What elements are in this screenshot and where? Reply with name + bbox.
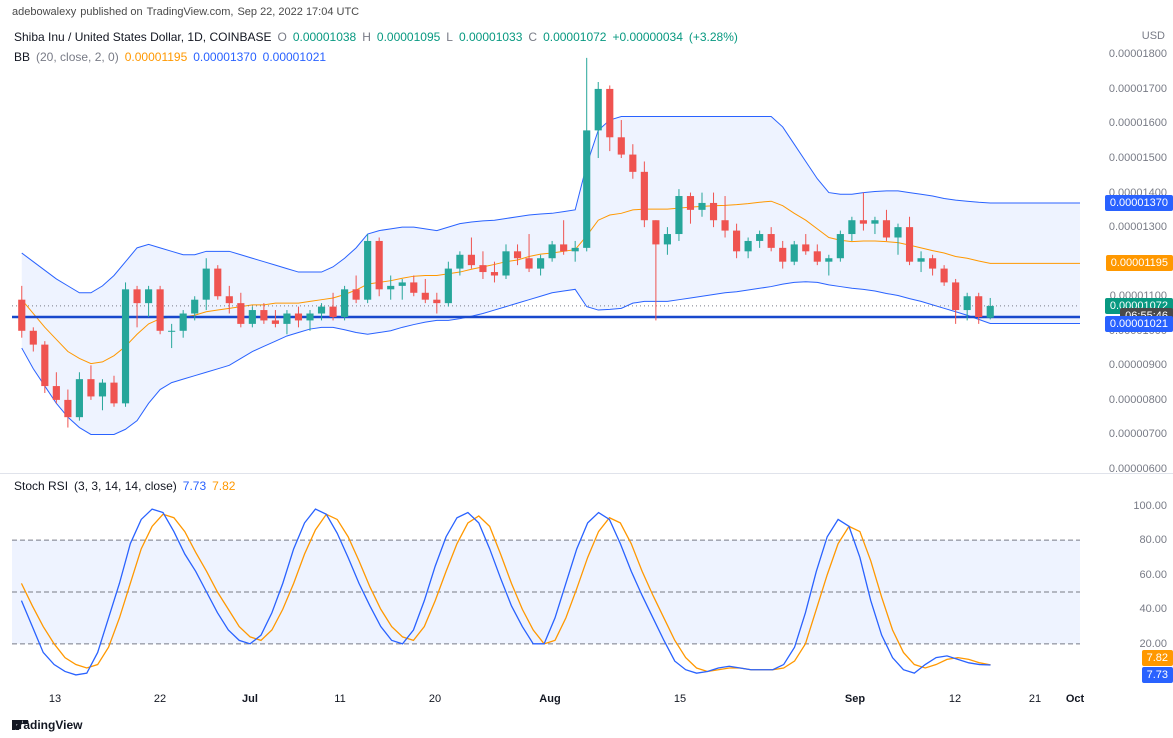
main-chart-svg xyxy=(12,44,1080,469)
price-axis-label: 0.00000900 xyxy=(1109,359,1167,371)
time-axis-label: 20 xyxy=(429,693,441,705)
time-axis-label: Oct xyxy=(1066,693,1084,705)
price-axis-label: 0.00001500 xyxy=(1109,152,1167,164)
stoch-axis-label: 40.00 xyxy=(1139,603,1167,615)
time-axis-label: Aug xyxy=(539,693,560,705)
stoch-axis-label: 80.00 xyxy=(1139,534,1167,546)
bb-name: BB xyxy=(14,50,30,64)
time-axis-label: 21 xyxy=(1029,693,1041,705)
bb-legend: BB (20, close, 2, 0) 0.00001195 0.000013… xyxy=(14,50,326,64)
stoch-axis-label: 20.00 xyxy=(1139,638,1167,650)
published-text: published on xyxy=(80,6,142,18)
site: TradingView.com, xyxy=(147,6,234,18)
bb-mid-val: 0.00001195 xyxy=(125,50,188,64)
main-legend: Shiba Inu / United States Dollar, 1D, CO… xyxy=(14,30,738,44)
price-axis-label: 0.00000800 xyxy=(1109,394,1167,406)
publish-date: Sep 22, 2022 17:04 UTC xyxy=(237,6,359,18)
price-axis-label: 0.00001700 xyxy=(1109,83,1167,95)
bb-upper-val: 0.00001370 xyxy=(193,50,256,64)
bb-lower-val: 0.00001021 xyxy=(263,50,326,64)
price-axis-tag: 0.00001021 xyxy=(1105,316,1173,332)
stoch-axis-tag: 7.73 xyxy=(1142,667,1173,683)
bb-params: (20, close, 2, 0) xyxy=(36,50,119,64)
time-axis-label: 22 xyxy=(154,693,166,705)
stoch-axis[interactable]: 100.0080.0060.0040.0020.000.007.827.73 xyxy=(1083,497,1173,687)
ohlc-l: 0.00001033 xyxy=(459,30,522,44)
stoch-legend: Stoch RSI (3, 3, 14, 14, close) 7.73 7.8… xyxy=(14,479,235,493)
tradingview-logo[interactable]: TradingView xyxy=(12,718,82,732)
price-axis[interactable]: USD 0.000018000.000017000.000016000.0000… xyxy=(1083,44,1173,469)
tv-logo-icon xyxy=(12,718,30,732)
stoch-axis-label: 60.00 xyxy=(1139,569,1167,581)
price-axis-label: 0.00001300 xyxy=(1109,221,1167,233)
pane-divider[interactable] xyxy=(0,473,1173,474)
price-axis-tag: 0.00001195 xyxy=(1106,255,1173,271)
symbol-title: Shiba Inu / United States Dollar, 1D, CO… xyxy=(14,30,271,44)
ohlc-pct: (+3.28%) xyxy=(689,30,738,44)
price-axis-label: 0.00000700 xyxy=(1109,428,1167,440)
publisher: adebowalexy xyxy=(12,6,76,18)
stoch-d: 7.82 xyxy=(212,479,235,493)
time-axis-label: Sep xyxy=(845,693,865,705)
time-axis-label: 12 xyxy=(949,693,961,705)
stoch-rsi-pane[interactable]: Stoch RSI (3, 3, 14, 14, close) 7.73 7.8… xyxy=(0,477,1173,687)
stoch-params: (3, 3, 14, 14, close) xyxy=(74,479,177,493)
ohlc-h: 0.00001095 xyxy=(377,30,440,44)
stoch-title: Stoch RSI xyxy=(14,479,68,493)
stoch-axis-label: 100.00 xyxy=(1133,500,1167,512)
stoch-axis-tag: 7.82 xyxy=(1142,650,1173,666)
price-axis-label: 0.00001800 xyxy=(1109,48,1167,60)
stoch-chart-svg xyxy=(12,497,1080,687)
stoch-k: 7.73 xyxy=(183,479,206,493)
time-axis-label: Jul xyxy=(242,693,258,705)
time-axis[interactable]: 13 22 Jul 11 20 Aug 15 Sep 12 21 Oct xyxy=(0,687,1173,717)
ohlc-o: 0.00001038 xyxy=(293,30,356,44)
chart-container: Shiba Inu / United States Dollar, 1D, CO… xyxy=(0,24,1173,738)
main-price-pane[interactable]: Shiba Inu / United States Dollar, 1D, CO… xyxy=(0,24,1173,469)
ohlc-c: 0.00001072 xyxy=(543,30,606,44)
sub-plot-area[interactable] xyxy=(12,497,1080,687)
publish-header: adebowalexy published on TradingView.com… xyxy=(0,0,1173,24)
time-axis-label: 11 xyxy=(334,693,345,705)
time-axis-label: 15 xyxy=(674,693,686,705)
axis-label-currency: USD xyxy=(1142,30,1165,42)
price-axis-label: 0.00001600 xyxy=(1109,117,1167,129)
main-plot-area[interactable] xyxy=(12,44,1080,469)
price-axis-tag: 0.00001370 xyxy=(1105,195,1173,211)
time-axis-label: 13 xyxy=(49,693,61,705)
ohlc-chg: +0.00000034 xyxy=(612,30,682,44)
